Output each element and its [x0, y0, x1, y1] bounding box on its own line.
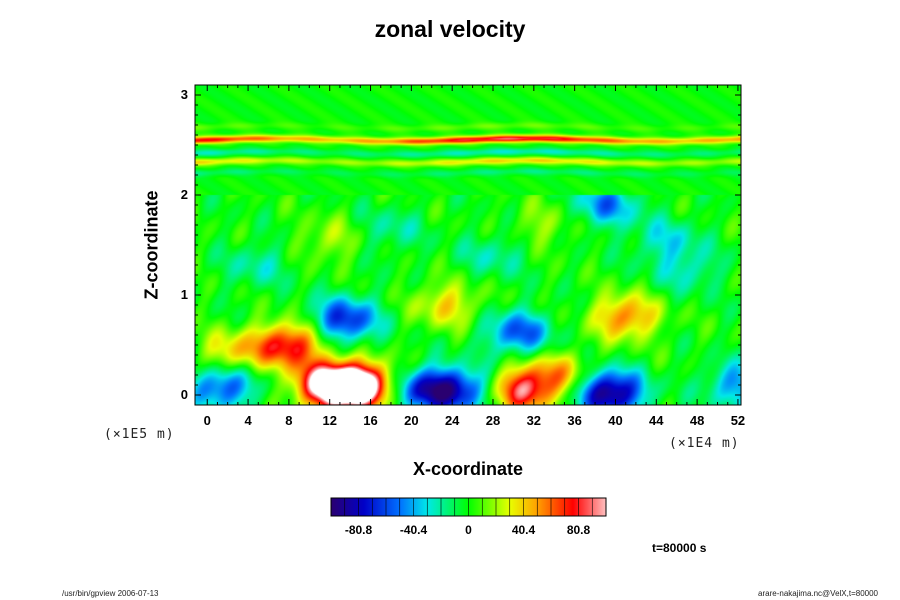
- y-tick-label: 2: [180, 187, 188, 202]
- x-tick-label: 24: [444, 413, 460, 428]
- heatmap-image: [195, 85, 741, 405]
- colorbar-tick-label: 80.8: [566, 523, 591, 537]
- x-scale-label: (×1E4 m): [669, 436, 740, 451]
- x-tick-label: 28: [485, 413, 501, 428]
- x-tick-label: 0: [203, 413, 211, 428]
- chart-title: zonal velocity: [374, 16, 526, 42]
- x-tick-label: 48: [689, 413, 705, 428]
- x-tick-label: 44: [649, 413, 664, 428]
- footer-left: /usr/bin/gpview 2006-07-13: [62, 589, 159, 598]
- footer-right: arare-nakajima.nc@VelX,t=80000: [758, 589, 878, 598]
- x-tick-label: 8: [285, 413, 293, 428]
- x-tick-label: 4: [244, 413, 252, 428]
- x-tick-label: 32: [526, 413, 542, 428]
- colorbar-tick-label: 40.4: [511, 523, 536, 537]
- x-tick-label: 40: [608, 413, 623, 428]
- y-axis-label: Z-coordinate: [141, 190, 162, 300]
- colorbar-tick-label: -40.4: [399, 523, 428, 537]
- x-tick-label: 52: [730, 413, 746, 428]
- colorbar-tick-label: 0: [465, 523, 472, 537]
- y-scale-label: (×1E5 m): [104, 427, 175, 442]
- time-label: t=80000 s: [652, 541, 707, 555]
- x-tick-label: 36: [567, 413, 582, 428]
- colorbar-tick-label: -80.8: [344, 523, 373, 537]
- y-tick-label: 0: [180, 387, 188, 402]
- x-tick-label: 12: [322, 413, 337, 428]
- x-tick-label: 20: [404, 413, 419, 428]
- colorbar-frame: [330, 497, 607, 517]
- x-axis-label: X-coordinate: [412, 459, 524, 479]
- x-tick-label: 16: [363, 413, 378, 428]
- y-tick-label: 3: [180, 87, 188, 102]
- y-tick-label: 1: [180, 287, 188, 302]
